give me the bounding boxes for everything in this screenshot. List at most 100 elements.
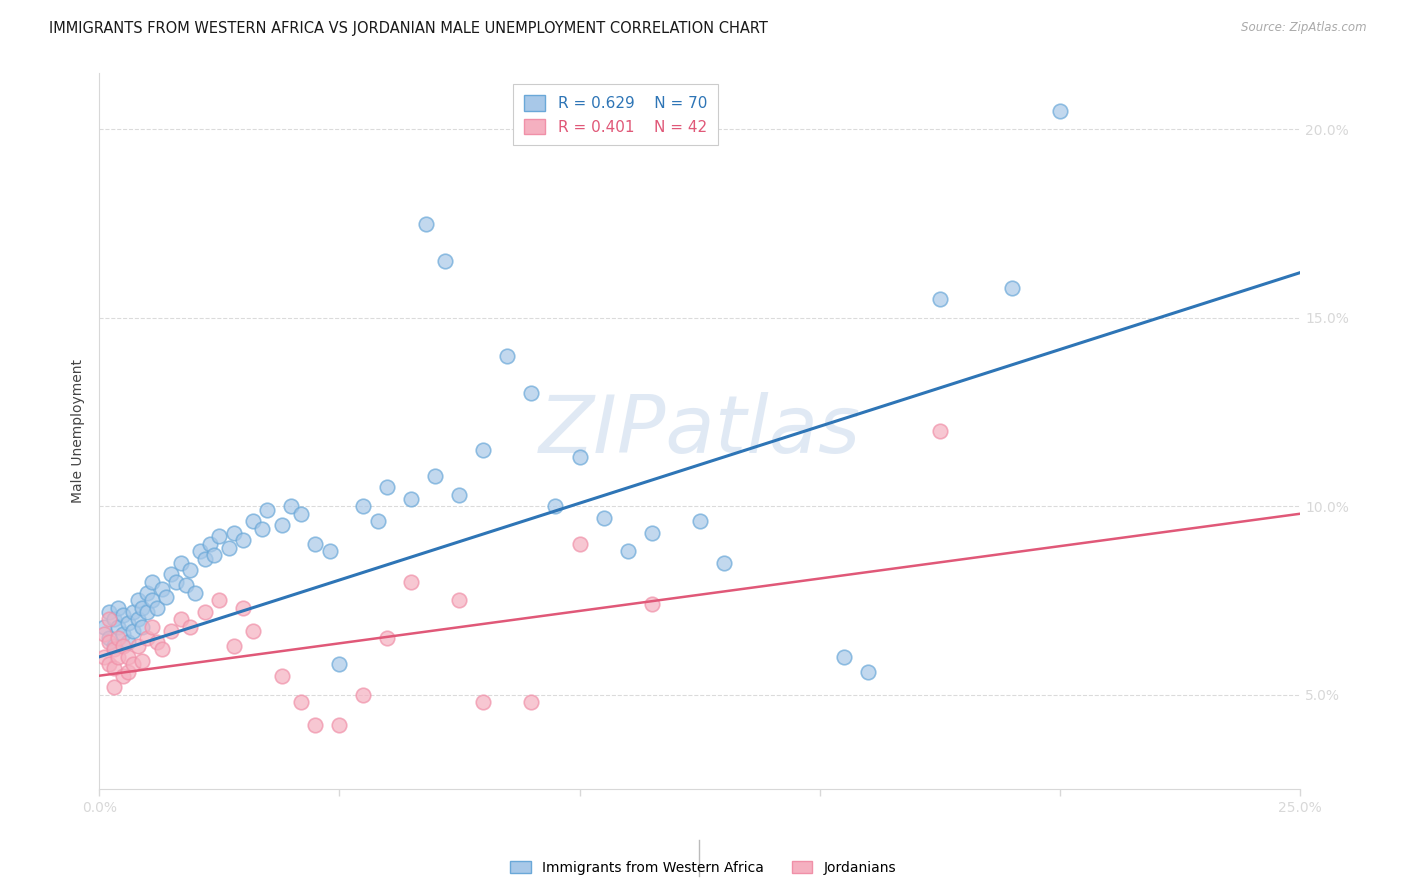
Point	[520, 386, 543, 401]
Point	[640, 525, 662, 540]
Point	[434, 254, 457, 268]
Point	[121, 657, 143, 672]
Point	[1049, 103, 1071, 118]
Point	[252, 522, 274, 536]
Point	[117, 665, 139, 679]
Legend: Immigrants from Western Africa, Jordanians: Immigrants from Western Africa, Jordania…	[505, 855, 901, 880]
Point	[290, 695, 312, 709]
Point	[415, 217, 437, 231]
Point	[127, 612, 149, 626]
Point	[367, 514, 389, 528]
Point	[107, 631, 129, 645]
Point	[856, 665, 879, 679]
Point	[256, 503, 278, 517]
Point	[131, 654, 153, 668]
Point	[377, 631, 399, 645]
Point	[242, 514, 264, 528]
Point	[141, 593, 163, 607]
Point	[179, 620, 201, 634]
Point	[208, 593, 231, 607]
Point	[832, 649, 855, 664]
Point	[713, 556, 735, 570]
Point	[107, 620, 129, 634]
Point	[496, 349, 519, 363]
Point	[117, 649, 139, 664]
Point	[131, 601, 153, 615]
Point	[112, 669, 135, 683]
Point	[131, 620, 153, 634]
Point	[97, 605, 120, 619]
Point	[127, 593, 149, 607]
Point	[174, 578, 197, 592]
Point	[616, 544, 638, 558]
Point	[328, 657, 350, 672]
Point	[97, 612, 120, 626]
Point	[179, 563, 201, 577]
Text: IMMIGRANTS FROM WESTERN AFRICA VS JORDANIAN MALE UNEMPLOYMENT CORRELATION CHART: IMMIGRANTS FROM WESTERN AFRICA VS JORDAN…	[49, 21, 768, 36]
Point	[112, 608, 135, 623]
Point	[165, 574, 187, 589]
Point	[97, 657, 120, 672]
Point	[103, 612, 125, 626]
Point	[160, 624, 183, 638]
Point	[150, 642, 173, 657]
Text: ZIPatlas: ZIPatlas	[538, 392, 860, 470]
Point	[304, 717, 326, 731]
Point	[208, 529, 231, 543]
Point	[242, 624, 264, 638]
Point	[136, 605, 159, 619]
Point	[352, 688, 374, 702]
Point	[194, 552, 217, 566]
Point	[568, 537, 591, 551]
Point	[270, 669, 292, 683]
Point	[544, 500, 567, 514]
Point	[103, 680, 125, 694]
Point	[928, 292, 950, 306]
Point	[928, 424, 950, 438]
Point	[103, 639, 125, 653]
Point	[146, 601, 169, 615]
Point	[188, 544, 211, 558]
Y-axis label: Male Unemployment: Male Unemployment	[72, 359, 86, 503]
Point	[232, 601, 254, 615]
Point	[449, 488, 471, 502]
Point	[97, 635, 120, 649]
Point	[194, 605, 217, 619]
Point	[160, 567, 183, 582]
Point	[141, 620, 163, 634]
Point	[319, 544, 342, 558]
Point	[150, 582, 173, 596]
Point	[117, 635, 139, 649]
Point	[472, 442, 495, 457]
Point	[377, 480, 399, 494]
Point	[520, 695, 543, 709]
Point	[204, 548, 226, 562]
Point	[121, 605, 143, 619]
Point	[146, 635, 169, 649]
Point	[117, 615, 139, 630]
Legend: R = 0.629    N = 70, R = 0.401    N = 42: R = 0.629 N = 70, R = 0.401 N = 42	[513, 84, 717, 145]
Point	[184, 586, 207, 600]
Point	[352, 500, 374, 514]
Point	[107, 649, 129, 664]
Point	[449, 593, 471, 607]
Point	[472, 695, 495, 709]
Point	[170, 556, 193, 570]
Point	[97, 631, 120, 645]
Point	[689, 514, 711, 528]
Point	[103, 661, 125, 675]
Text: Source: ZipAtlas.com: Source: ZipAtlas.com	[1241, 21, 1367, 34]
Point	[328, 717, 350, 731]
Point	[232, 533, 254, 548]
Point	[103, 642, 125, 657]
Point	[640, 597, 662, 611]
Point	[1001, 281, 1024, 295]
Point	[198, 537, 221, 551]
Point	[222, 639, 245, 653]
Point	[401, 574, 423, 589]
Point	[112, 639, 135, 653]
Point	[218, 541, 240, 555]
Point	[112, 627, 135, 641]
Point	[141, 574, 163, 589]
Point	[127, 639, 149, 653]
